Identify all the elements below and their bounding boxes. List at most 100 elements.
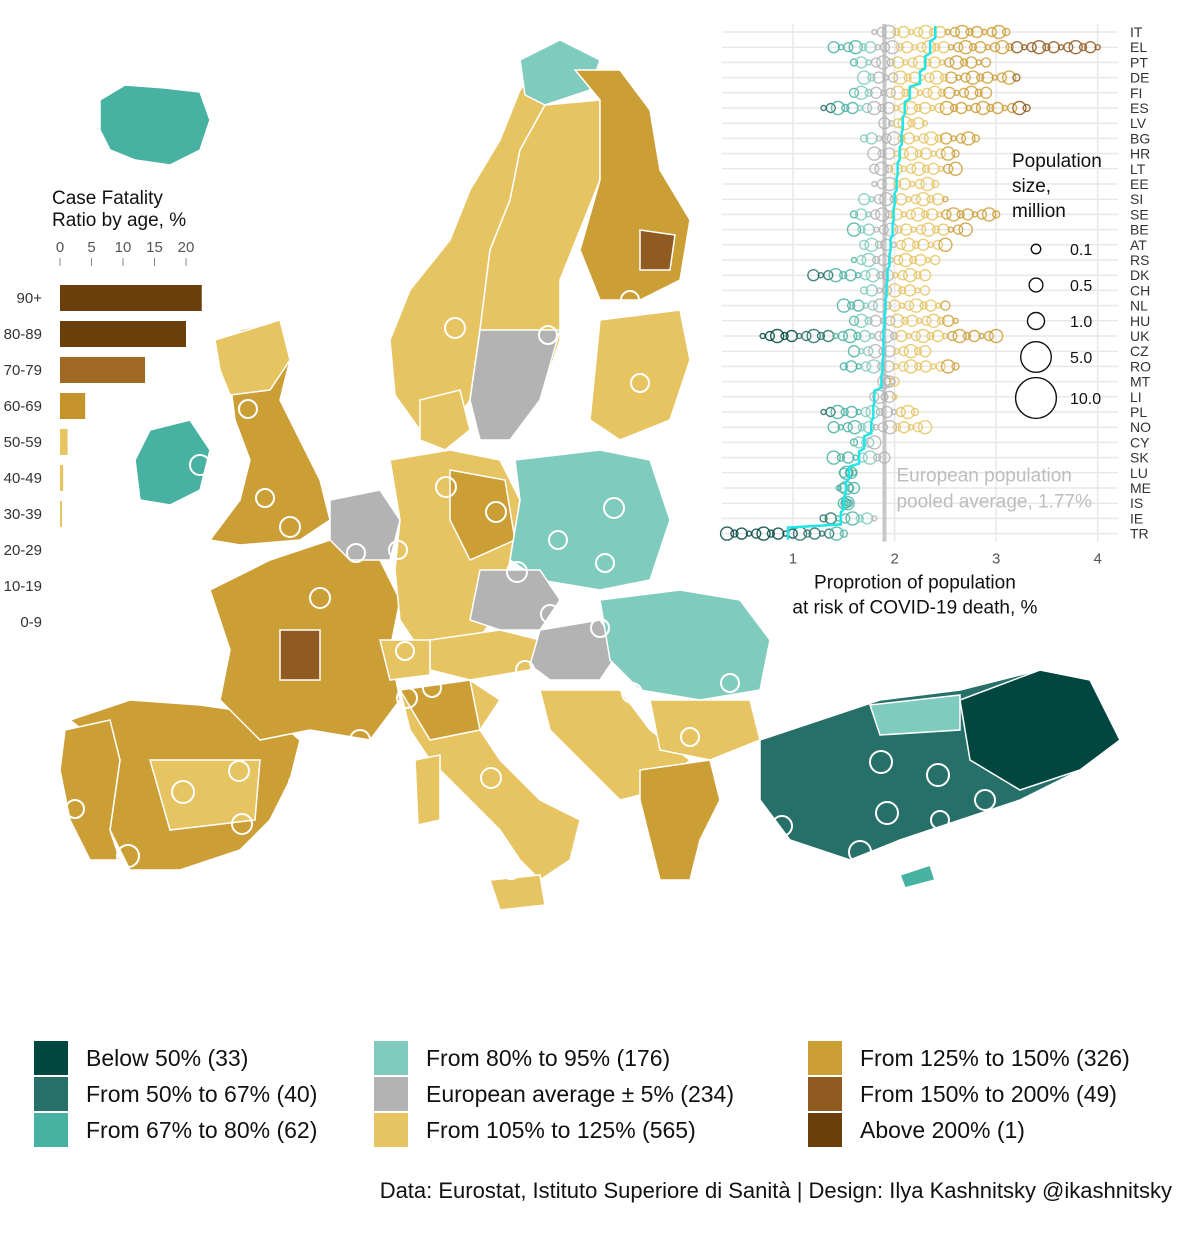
inset-region-point [870, 209, 881, 220]
cfr-bar [60, 357, 146, 383]
inset-region-point [903, 359, 919, 374]
inset-region-point [858, 43, 868, 52]
inset-country-label: BE [1130, 222, 1149, 238]
inset-region-point [911, 240, 921, 250]
inset-region-point [886, 58, 895, 67]
inset-region-point [850, 469, 858, 476]
inset-region-point [857, 423, 867, 432]
inset-region-point [870, 57, 882, 68]
inset-country-label: LU [1130, 465, 1148, 481]
inset-region-point [939, 73, 949, 82]
inset-region-point [903, 300, 915, 311]
region-denmark [419, 389, 471, 451]
inset-region-point [905, 314, 919, 327]
inset-region-point [806, 328, 821, 344]
inset-country-label: EE [1130, 176, 1149, 192]
inset-region-point [898, 346, 909, 357]
inset-region-point [907, 57, 918, 68]
inset-region-point [936, 316, 946, 325]
inset-region-point [913, 26, 924, 38]
size-legend-circle [1014, 376, 1058, 420]
inset-region-point [1026, 42, 1037, 53]
inset-region-point [903, 73, 912, 82]
inset-region-point [916, 191, 931, 207]
inset-country-label: FI [1130, 85, 1142, 101]
inset-region-point [904, 146, 919, 161]
inset-country-label: ES [1130, 100, 1149, 116]
inset-region-point [951, 362, 960, 371]
inset-region-point [878, 224, 889, 235]
legend-item: Above 200% (1) [808, 1112, 1130, 1148]
region-france-centre [279, 629, 321, 681]
inset-region-point [905, 209, 917, 220]
region-austria [429, 629, 541, 681]
legend-column-1: Below 50% (33) From 50% to 67% (40) From… [34, 1040, 317, 1148]
inset-region-point [958, 222, 973, 237]
inset-region-point [979, 86, 993, 100]
size-legend-label: 5.0 [1070, 350, 1092, 367]
inset-region-point [843, 42, 854, 53]
legend-label: European average ± 5% (234) [426, 1080, 734, 1107]
inset-country-label: SK [1130, 450, 1149, 466]
inset-country-label: HR [1130, 146, 1150, 162]
inset-region-point [1022, 103, 1031, 113]
inset-region-point [860, 406, 871, 418]
legend-item: Below 50% (33) [34, 1040, 317, 1076]
inset-region-point [845, 511, 860, 526]
region-bulgaria [649, 699, 761, 761]
inset-region-point [735, 527, 748, 540]
inset-region-point [964, 85, 979, 101]
inset-region-point [910, 207, 926, 222]
inset-region-point [921, 315, 932, 326]
inset-region-point [900, 404, 916, 420]
inset-country-label: PL [1130, 404, 1147, 420]
cfr-age-label: 40-49 [4, 470, 42, 487]
inset-region-point [878, 116, 891, 130]
inset-region-point [879, 328, 894, 344]
region-norway-north [519, 39, 601, 106]
inset-region-point [921, 119, 929, 127]
inset-region-point [848, 40, 863, 55]
inset-region-point [837, 330, 849, 342]
inset-region-point [1012, 73, 1021, 82]
inset-region-point [829, 526, 844, 541]
inset-region-point [869, 163, 880, 175]
inset-region-point [856, 70, 872, 85]
inset-region-point [889, 331, 899, 341]
inset-region-point [897, 115, 912, 131]
inset-region-point [869, 314, 882, 327]
inset-region-point [897, 421, 911, 434]
inset-x-axis-title: Proprotion of population [814, 573, 1016, 594]
inset-region-point [877, 103, 886, 113]
inset-region-point [879, 42, 891, 53]
inset-region-point [879, 191, 894, 207]
inset-region-point [890, 313, 905, 328]
inset-country-label: RS [1130, 252, 1149, 268]
inset-region-point [939, 100, 955, 116]
inset-region-point [918, 269, 932, 282]
inset-region-point [872, 71, 885, 84]
inset-region-point [866, 359, 881, 374]
size-legend-circle [1020, 341, 1052, 373]
inset-region-point [859, 134, 869, 143]
inset-region-point [926, 194, 935, 204]
inset-region-point [855, 514, 865, 523]
inset-region-point [910, 407, 920, 417]
size-legend-circle [1026, 311, 1046, 331]
inset-region-point [919, 285, 931, 296]
cfr-age-label: 80-89 [4, 326, 42, 343]
inset-region-point [965, 27, 974, 37]
inset-region-point [940, 359, 956, 374]
legend-swatch [374, 1041, 408, 1075]
inset-region-point [910, 330, 922, 342]
inset-region-point [913, 103, 923, 113]
inset-region-point [861, 252, 876, 268]
inset-region-point [1005, 43, 1014, 52]
inset-region-point [861, 102, 873, 114]
inset-region-point [959, 58, 969, 67]
legend-label: From 150% to 200% (49) [860, 1080, 1117, 1107]
inset-region-point [895, 329, 908, 343]
inset-region-point [926, 313, 941, 328]
inset-region-point [942, 195, 949, 203]
inset-region-point [944, 71, 958, 84]
